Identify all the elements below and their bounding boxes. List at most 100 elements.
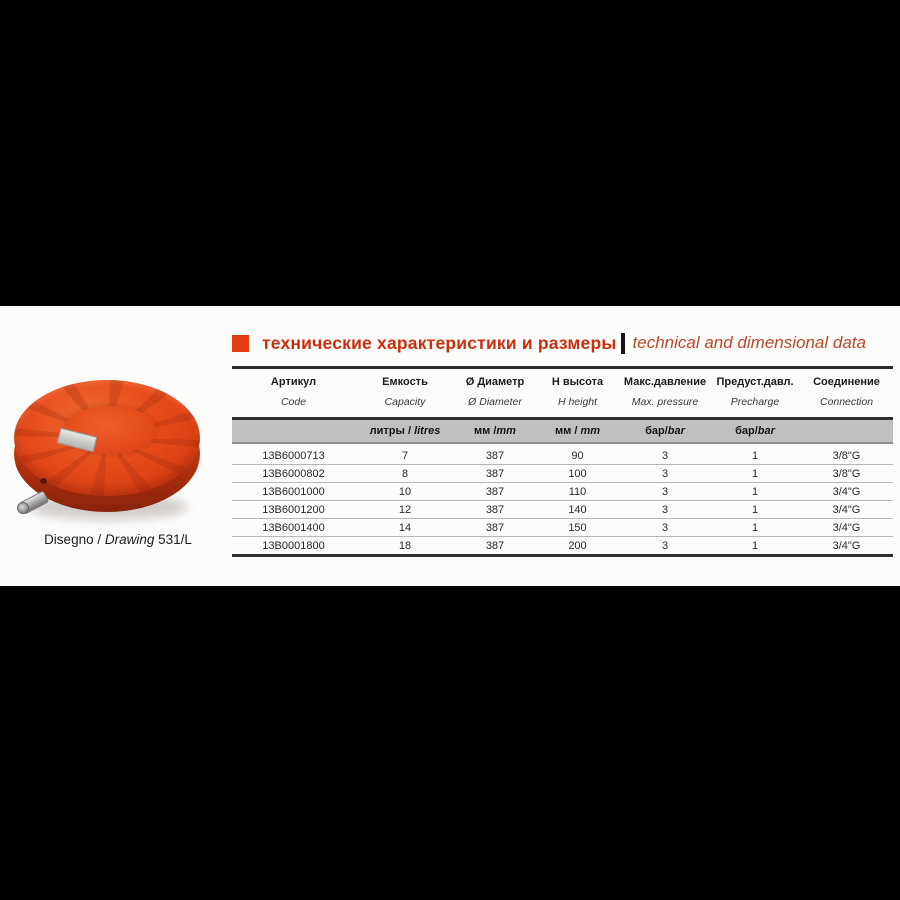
section-header: технические характеристики и размеры tec… xyxy=(232,330,866,356)
table-cell: 3/4"G xyxy=(800,536,893,556)
figure-caption: Disegno / Drawing 531/L xyxy=(8,532,228,547)
table-cell: 10 xyxy=(355,482,455,501)
table-cell: 200 xyxy=(535,536,620,556)
table-cell: 110 xyxy=(535,482,620,501)
unit-cell: бар/bar xyxy=(710,418,800,444)
table-cell: 3 xyxy=(620,464,710,483)
table-cell: 13B6000713 xyxy=(262,450,325,462)
table-row: 13B6000713 7 387 90 3 1 3/8"G xyxy=(232,443,893,465)
table-row: 13B6001200 12 387 140 3 1 3/4"G xyxy=(232,500,893,519)
column-header-en: Ø Diameter xyxy=(455,391,535,420)
table-cell: 1 xyxy=(710,482,800,501)
table-cell: 13B6001000 xyxy=(232,482,355,501)
table-cell: 387 xyxy=(455,482,535,501)
table-cell: 90 xyxy=(571,450,584,462)
red-square-bullet-icon xyxy=(232,334,249,352)
table-cell: 14 xyxy=(355,518,455,537)
table-cell: 100 xyxy=(535,464,620,483)
caption-post: 531/L xyxy=(154,532,192,547)
table-row: 13B6000802 8 387 100 3 1 3/8"G xyxy=(232,464,893,483)
column-header-en: Connection xyxy=(800,391,893,420)
table-cell: 3 xyxy=(620,482,710,501)
units-row: литры / litres мм /mm мм / mm бар/bar бар/ba… xyxy=(232,418,893,444)
unit-en: bar xyxy=(757,425,775,437)
table-cell: 3 xyxy=(620,518,710,537)
table-cell: 3/4"G xyxy=(800,500,893,519)
unit-ru: мм / xyxy=(554,425,581,437)
table-cell: 387 xyxy=(455,536,535,556)
unit-ru: бар/ xyxy=(735,425,758,437)
caption-drawing-word: Drawing xyxy=(104,532,155,547)
spec-table-body: 13B6000713 7 387 90 3 1 3/8"G 13B6000802 8 387 100… xyxy=(232,443,893,556)
table-cell: 387 xyxy=(455,518,535,537)
table-cell: 1 xyxy=(751,450,759,462)
caption-pre: Disegno / xyxy=(44,532,105,547)
spec-table-wrap: Артикул Емкость Ø Диаметр Н высота Макс.давл… xyxy=(232,366,893,557)
table-cell: 1 xyxy=(710,500,800,519)
column-header-ru: Н высота xyxy=(535,367,620,391)
section-title-en: technical and dimensional data xyxy=(632,333,866,352)
spec-table-head: Артикул Емкость Ø Диаметр Н высота Макс.давл… xyxy=(232,367,893,444)
column-header-ru: Емкость xyxy=(355,367,455,391)
title-divider-bar xyxy=(620,332,625,354)
table-cell: 3/8"G xyxy=(832,450,861,462)
header-row-english: Code Capacity Ø Diameter H height Max. press… xyxy=(232,391,893,420)
table-cell: 140 xyxy=(535,500,620,519)
table-cell: 1 xyxy=(710,536,800,556)
unit-cell xyxy=(800,418,893,444)
table-cell: 13B0001800 xyxy=(232,536,355,556)
column-header-en: H height xyxy=(535,391,620,420)
product-photo-expansion-tank xyxy=(10,378,206,528)
table-cell: 150 xyxy=(535,518,620,537)
table-cell: 3 xyxy=(620,500,710,519)
column-header-ru: Ø Диаметр xyxy=(455,367,535,391)
column-header-ru: Артикул xyxy=(232,367,355,391)
column-header-ru: Предуст.давл. xyxy=(710,367,800,391)
unit-en: litres xyxy=(414,425,441,437)
table-cell: 8 xyxy=(355,464,455,483)
table-cell: 18 xyxy=(355,536,455,556)
unit-cell xyxy=(232,418,355,444)
spec-table: Артикул Емкость Ø Диаметр Н высота Макс.давл… xyxy=(232,366,893,557)
table-cell: 3 xyxy=(661,450,669,462)
table-cell: 13B6001400 xyxy=(232,518,355,537)
unit-cell: литры / litres xyxy=(355,418,455,444)
table-cell: 1 xyxy=(710,518,800,537)
table-cell: 3 xyxy=(620,536,710,556)
table-cell: 3/4"G xyxy=(800,482,893,501)
table-cell: 7 xyxy=(401,450,409,462)
unit-ru: литры / xyxy=(369,425,415,437)
column-header-ru: Соединение xyxy=(800,367,893,391)
unit-ru: мм / xyxy=(474,425,497,437)
content-band: технические характеристики и размеры tec… xyxy=(0,306,900,586)
section-title-ru: технические характеристики и размеры xyxy=(262,332,617,353)
table-cell: 387 xyxy=(455,500,535,519)
table-row: 13B0001800 18 387 200 3 1 3/4"G xyxy=(232,536,893,556)
table-row: 13B6001000 10 387 110 3 1 3/4"G xyxy=(232,482,893,501)
unit-ru: бар/ xyxy=(645,425,668,437)
column-header-en: Capacity xyxy=(355,391,455,420)
table-cell: 1 xyxy=(710,464,800,483)
column-header-en: Precharge xyxy=(710,391,800,420)
column-header-en: Max. pressure xyxy=(620,391,710,420)
tank-rim-hole xyxy=(40,478,47,484)
unit-cell: мм / mm xyxy=(535,418,620,444)
tank-fitting-cap xyxy=(17,502,29,514)
column-header-ru: Макс.давление xyxy=(620,367,710,391)
header-row-russian: Артикул Емкость Ø Диаметр Н высота Макс.давл… xyxy=(232,367,893,391)
unit-en: bar xyxy=(667,425,685,437)
tank-top-face xyxy=(14,380,200,496)
table-cell: 3/8"G xyxy=(800,464,893,483)
unit-en: mm xyxy=(580,425,600,437)
unit-cell: мм /mm xyxy=(455,418,535,444)
table-cell: 387 xyxy=(455,464,535,483)
table-cell: 13B6001200 xyxy=(232,500,355,519)
column-header-en: Code xyxy=(232,391,355,420)
table-cell: 387 xyxy=(485,450,505,462)
unit-cell: бар/bar xyxy=(620,418,710,444)
table-row: 13B6001400 14 387 150 3 1 3/4"G xyxy=(232,518,893,537)
unit-en: mm xyxy=(496,425,516,437)
table-cell: 12 xyxy=(355,500,455,519)
table-cell: 13B6000802 xyxy=(232,464,355,483)
